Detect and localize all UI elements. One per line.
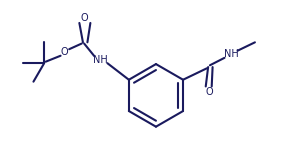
Text: NH: NH: [93, 55, 108, 65]
Text: O: O: [206, 87, 213, 97]
Text: O: O: [81, 13, 88, 23]
Text: O: O: [61, 47, 69, 57]
Text: NH: NH: [224, 49, 239, 59]
